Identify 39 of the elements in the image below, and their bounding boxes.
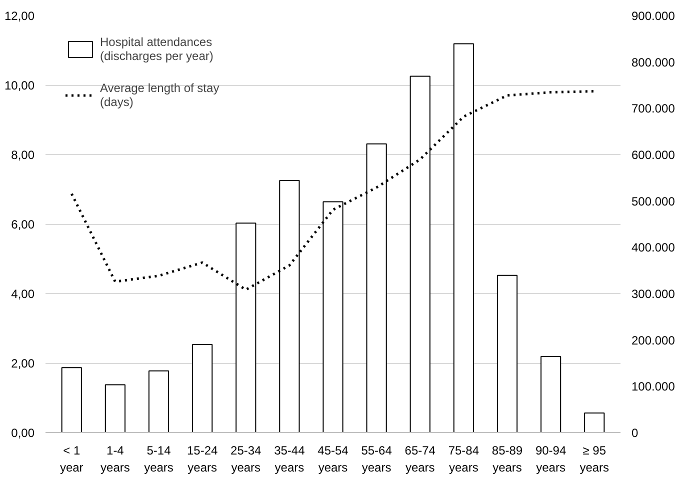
x-tick-label: 1-4 years <box>100 444 130 474</box>
x-tick-label: 65-74 years <box>404 444 436 474</box>
y2-tick-label: 800.000 <box>632 55 676 70</box>
x-tick-label: 25-34 years <box>230 444 262 474</box>
x-tick-label: ≥ 95 years <box>580 444 610 474</box>
bar <box>584 412 605 432</box>
y-tick-label: 10,00 <box>4 78 35 92</box>
y2-tick-label: 600.000 <box>632 148 676 162</box>
y2-tick-label: 0 <box>632 426 638 440</box>
legend-label: Average length of stay (days) <box>100 81 220 109</box>
bar <box>496 274 518 432</box>
y-tick-label: 2,00 <box>11 356 35 370</box>
y2-tick-label: 500.000 <box>632 194 676 208</box>
y-tick-label: 8,00 <box>11 148 35 162</box>
y-tick-label: 0,00 <box>11 426 35 440</box>
x-tick-label: < 1 year <box>60 444 84 474</box>
bar <box>148 370 170 432</box>
y2-tick-label: 400.000 <box>632 240 676 255</box>
y2-tick-label: 200.000 <box>632 333 676 348</box>
x-tick-label: 45-54 years <box>318 444 349 474</box>
bar <box>104 384 126 432</box>
x-tick-label: 75-84 years <box>448 444 480 474</box>
legend-label: Hospital attendances (discharges per year) <box>100 35 214 63</box>
x-tick-label: 35-44 years <box>274 444 306 474</box>
y2-tick-label: 100.000 <box>632 380 676 394</box>
x-tick-label: 55-64 years <box>361 444 392 474</box>
y2-tick-label: 300.000 <box>632 287 676 301</box>
x-tick-label: 90-94 years <box>535 444 566 474</box>
bar <box>192 344 213 432</box>
x-tick-label: 5-14 years <box>144 444 174 474</box>
y-tick-label: 4,00 <box>11 287 35 301</box>
y2-tick-label: 700.000 <box>632 102 676 116</box>
y-tick-label: 6,00 <box>11 218 35 232</box>
x-tick-label: 15-24 years <box>186 444 218 474</box>
x-tick-label: 85-89 years <box>492 444 523 474</box>
y2-tick-label: 900.000 <box>632 9 676 23</box>
y-tick-label: 12,00 <box>4 9 35 23</box>
bar <box>61 367 82 432</box>
bar <box>540 356 562 432</box>
